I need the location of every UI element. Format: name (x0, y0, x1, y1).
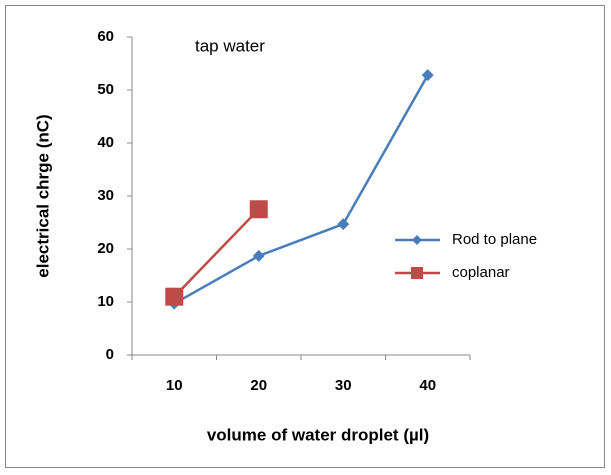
y-axis-title: electrical chrge (nC) (33, 114, 52, 277)
marker (337, 218, 350, 231)
y-tick-label: 10 (97, 293, 114, 310)
y-tick-label: 60 (97, 28, 114, 45)
chart-title: tap water (195, 36, 265, 55)
y-tick-label: 40 (97, 134, 114, 151)
series-line (173, 208, 260, 298)
x-tick-label: 30 (335, 377, 352, 394)
x-axis-title: volume of water droplet (µl) (207, 425, 429, 444)
legend-marker (411, 267, 423, 279)
marker (421, 69, 434, 82)
legend-label: coplanar (452, 264, 510, 281)
series-line (173, 74, 429, 305)
marker (252, 249, 265, 262)
marker (165, 287, 184, 306)
marker (249, 200, 268, 219)
y-tick-label: 50 (97, 81, 114, 98)
legend-label: Rod to plane (452, 231, 537, 248)
y-tick-label: 30 (97, 187, 114, 204)
x-tick-label: 20 (250, 377, 267, 394)
x-tick-label: 10 (166, 377, 183, 394)
legend-marker (412, 235, 422, 245)
x-tick-label: 40 (419, 377, 436, 394)
y-tick-label: 0 (106, 346, 114, 363)
y-tick-label: 20 (97, 240, 114, 257)
chart-border (5, 5, 605, 468)
